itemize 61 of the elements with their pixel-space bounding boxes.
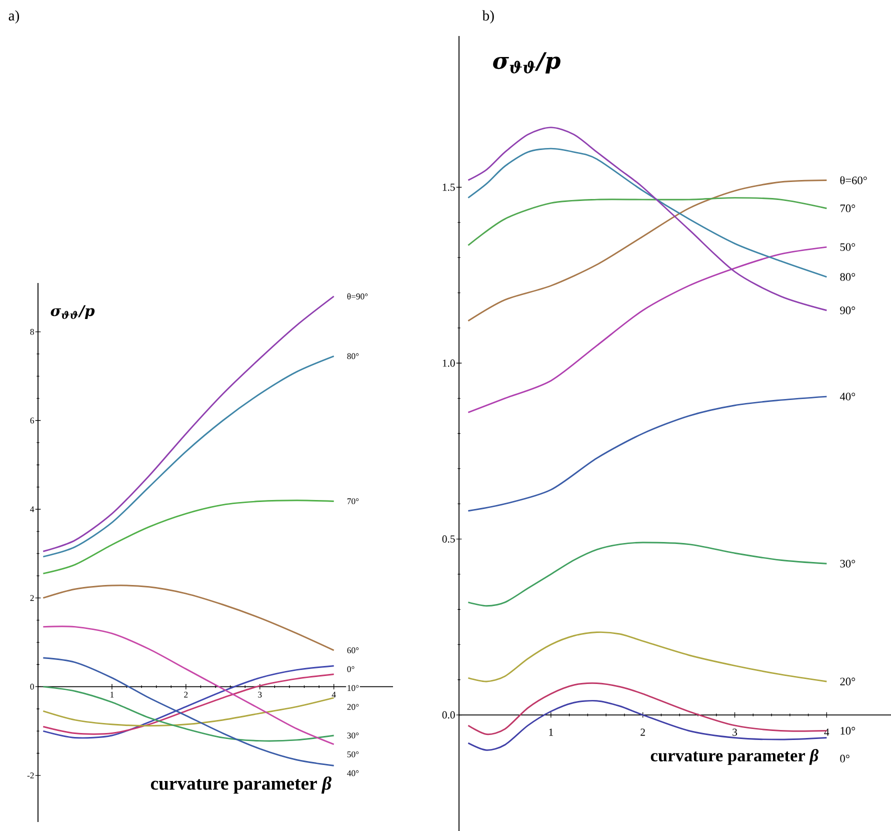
text: 10° xyxy=(348,685,359,691)
y-tick-label: 2 xyxy=(30,595,34,601)
x-tick-label: 1 xyxy=(110,692,114,698)
y-tick-label: 0 xyxy=(30,684,34,690)
series-label: 90° xyxy=(840,306,856,314)
series-label: 30° xyxy=(347,732,359,738)
series-label: 80° xyxy=(840,273,856,281)
y-tick-label: 0.5 xyxy=(442,535,455,543)
series-label: θ=90° xyxy=(347,293,368,300)
x-axis-title: curvature parameter β xyxy=(150,776,332,794)
line-series xyxy=(467,197,828,246)
line-series xyxy=(467,700,828,751)
line-series xyxy=(42,626,335,746)
line-series xyxy=(42,500,335,574)
line-series xyxy=(42,657,335,766)
y-tick-label: 6 xyxy=(30,418,34,424)
series-label: 20° xyxy=(347,704,359,710)
line-series xyxy=(42,296,335,552)
x-tick-label: 2 xyxy=(640,728,645,736)
series-label: 30° xyxy=(840,560,856,568)
x-tick-label: 1 xyxy=(549,728,553,736)
x-tick-label: 3 xyxy=(732,728,738,736)
chart-title: a) xyxy=(8,10,20,24)
series-label: 10° xyxy=(840,726,856,735)
series-label: 60° xyxy=(347,647,359,654)
y-tick-label: 4 xyxy=(30,506,34,512)
series-label: 70° xyxy=(840,204,856,212)
series-label: 50° xyxy=(840,243,856,251)
y-axis-title: σ$_{ϑϑ}$/p xyxy=(50,305,95,320)
y-tick-label: 8 xyxy=(30,328,34,335)
line-series xyxy=(467,631,828,682)
series-label: 0° xyxy=(840,754,850,762)
line-series xyxy=(467,148,828,278)
series-label: 50° xyxy=(347,751,359,758)
y-tick-label: 1.5 xyxy=(442,184,455,191)
series-label: 40° xyxy=(347,770,359,776)
line-series xyxy=(467,126,828,312)
y-tick-label: 1.0 xyxy=(442,360,455,367)
x-axis-title: curvature parameter β xyxy=(650,749,819,765)
series-label: 40° xyxy=(840,392,856,400)
y-tick-label: -2 xyxy=(27,772,34,778)
y-tick-label: 0.0 xyxy=(442,711,455,719)
line-series xyxy=(467,246,828,414)
line-series xyxy=(42,674,335,735)
series-label: θ=60° xyxy=(840,176,867,184)
line-series xyxy=(467,179,828,322)
y-axis-title: σ$_{ϑϑ}$/p xyxy=(493,52,560,74)
line-series xyxy=(42,355,335,558)
line-series xyxy=(467,542,828,607)
line-series xyxy=(42,686,335,742)
line-series xyxy=(42,584,335,652)
line-series xyxy=(42,665,335,739)
line-series xyxy=(467,396,828,512)
series-label: 70° xyxy=(347,498,359,504)
series-label: 0° xyxy=(347,666,354,672)
series-label: 20° xyxy=(840,678,856,686)
series-label: 80° xyxy=(347,353,359,360)
x-tick-label: 4 xyxy=(332,692,336,698)
x-tick-label: 2 xyxy=(184,692,188,698)
chart-title: b) xyxy=(482,10,494,24)
x-tick-label: 3 xyxy=(258,692,262,698)
